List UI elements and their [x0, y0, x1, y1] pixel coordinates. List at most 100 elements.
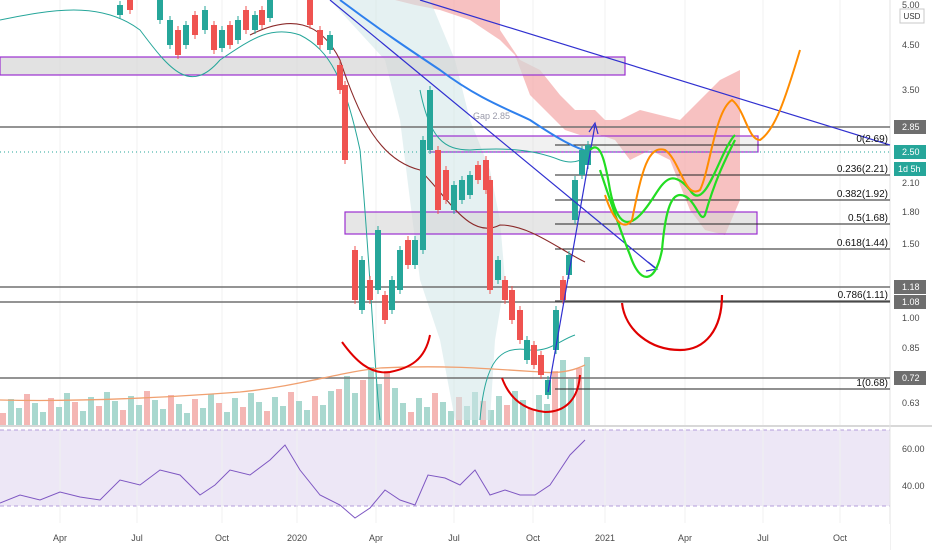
candle-body	[127, 0, 133, 10]
volume-bar	[520, 400, 526, 425]
volume-bar	[80, 411, 86, 425]
price-tick: 3.50	[902, 85, 920, 95]
cup-pattern-3	[620, 294, 724, 352]
gap-annotation: Gap 2.85	[473, 111, 510, 121]
candle-body	[382, 295, 388, 320]
candle-body	[227, 25, 233, 45]
rsi-tick: 60.00	[902, 444, 925, 454]
candle-body	[183, 25, 189, 45]
price-axis[interactable]: 5.00 USD 4.50 3.50 2.10 1.80 1.50 1.00 0.85 0.63 2…	[891, 0, 932, 491]
fib-label: 1(0.68)	[856, 378, 888, 389]
svg-text:2.85: 2.85	[902, 122, 920, 132]
price-tick: 1.00	[902, 313, 920, 323]
volume-bar	[112, 401, 118, 425]
candle-body	[167, 20, 173, 45]
volume-bar	[240, 407, 246, 425]
candle-body	[443, 170, 449, 200]
time-tick: Jul	[757, 533, 769, 543]
projection-orange	[604, 49, 801, 226]
candlesticks	[117, 0, 591, 399]
price-tick: 0.85	[902, 343, 920, 353]
candle-body	[420, 140, 426, 250]
volume-bar	[0, 413, 6, 425]
zone-top	[0, 56, 626, 76]
volume-bar	[304, 410, 310, 425]
projection-green-2	[598, 139, 736, 278]
volume-bar	[104, 392, 110, 425]
volume-bar	[376, 384, 382, 425]
volume-bar	[8, 399, 14, 425]
volume-bar	[16, 408, 22, 425]
time-tick: Apr	[53, 533, 67, 543]
candle-body	[538, 355, 544, 375]
price-tick: 2.10	[902, 178, 920, 188]
volume-bar	[288, 392, 294, 425]
svg-text:2.50: 2.50	[902, 147, 920, 157]
candle-body	[531, 345, 537, 365]
fib-label: 0.786(1.11)	[838, 290, 888, 301]
candle-body	[487, 180, 493, 290]
candle-body	[375, 230, 381, 290]
candle-body	[211, 25, 217, 50]
volume-bar	[192, 399, 198, 425]
volume-bar	[216, 403, 222, 425]
volume-bar	[352, 393, 358, 425]
candle-body	[579, 150, 585, 175]
volume-bar	[144, 391, 150, 425]
candle-body	[235, 20, 241, 40]
candle-body	[259, 10, 265, 25]
cup-pattern-1	[341, 334, 431, 374]
time-tick: Jul	[131, 533, 143, 543]
currency-box[interactable]	[899, 8, 925, 24]
time-tick: 2021	[595, 533, 615, 543]
volume-bar	[72, 402, 78, 425]
price-level-badge: 2.50	[894, 145, 926, 159]
candle-body	[117, 5, 123, 15]
candle-body	[553, 310, 559, 350]
currency-label: USD	[904, 12, 921, 21]
price-level-badge: 0.72	[894, 371, 926, 385]
volume-bar	[424, 407, 430, 425]
candle-body	[560, 280, 566, 300]
volume-bar	[576, 368, 582, 425]
volume-bar	[320, 405, 326, 425]
candle-body	[267, 0, 273, 18]
time-axis[interactable]: Apr Jul Oct 2020 Apr Jul Oct 2021 Apr Jul Oct	[0, 524, 890, 550]
volume-bar	[408, 412, 414, 425]
ichimoku-cloud	[395, 0, 740, 235]
candle-body	[342, 85, 348, 160]
candle-body	[359, 260, 365, 310]
volume-bar	[296, 401, 302, 425]
candle-body	[585, 145, 591, 165]
candle-body	[545, 380, 551, 395]
time-tick: Oct	[215, 533, 230, 543]
volume-bar	[32, 403, 38, 425]
candle-body	[509, 290, 515, 320]
svg-text:1.18: 1.18	[902, 282, 920, 292]
price-tick-top: 5.00	[902, 0, 920, 10]
candle-body	[405, 240, 411, 265]
volume-bar	[416, 398, 422, 425]
volume-bar	[224, 412, 230, 425]
price-level-badge: 1.18	[894, 280, 926, 294]
candle-body	[389, 280, 395, 310]
volume-bar	[496, 396, 502, 425]
zone-mid	[344, 211, 758, 235]
candle-body	[327, 35, 333, 50]
moving-average-blue	[339, 0, 591, 153]
volume-bar	[368, 367, 374, 425]
rsi-band	[0, 430, 890, 506]
volume-bar	[512, 391, 518, 425]
volume-bar	[24, 394, 30, 425]
candle-body	[367, 280, 373, 300]
volume-bar	[272, 397, 278, 425]
volume-bar	[560, 360, 566, 425]
volume-bar	[440, 402, 446, 425]
fib-label: 0.5(1.68)	[848, 213, 888, 224]
volume-bar	[200, 408, 206, 425]
fib-label: 0.618(1.44)	[837, 238, 888, 249]
volume-bar	[184, 413, 190, 425]
volume-bar	[488, 410, 494, 425]
